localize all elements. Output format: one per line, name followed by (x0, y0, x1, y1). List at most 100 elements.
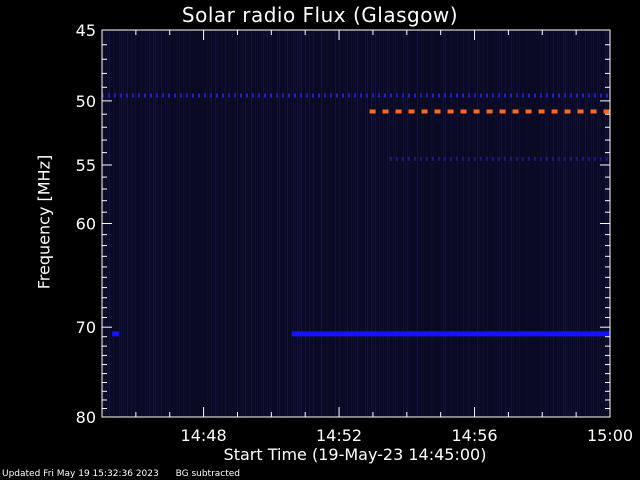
noise-streak (147, 30, 148, 417)
noise-streak (161, 30, 162, 417)
noise-streak (505, 30, 506, 417)
noise-streak (247, 30, 248, 417)
noise-streak (387, 30, 388, 417)
y-tick-label: 70 (76, 318, 96, 337)
noise-streak (483, 30, 484, 417)
noise-streak (355, 30, 356, 417)
noise-streak (357, 30, 358, 417)
noise-streak (265, 30, 266, 417)
noise-streak (279, 30, 280, 417)
noise-streak (263, 30, 264, 417)
noise-streak (579, 30, 580, 417)
noise-streak (297, 30, 298, 417)
noise-streak (149, 30, 150, 417)
noise-streak (215, 30, 216, 417)
noise-streak (569, 30, 570, 417)
x-tick-label: 15:00 (587, 426, 633, 445)
noise-streak (559, 30, 560, 417)
noise-streak (477, 30, 478, 417)
footer: Updated Fri May 19 15:32:36 2023 BG subt… (2, 469, 254, 479)
noise-streak (511, 30, 512, 417)
noise-streak (501, 30, 502, 417)
noise-streak (469, 30, 470, 417)
noise-streak (527, 30, 528, 417)
noise-streak (547, 30, 548, 417)
noise-streak (383, 30, 384, 417)
x-tick-label: 14:56 (451, 426, 497, 445)
noise-streak (235, 30, 236, 417)
noise-streak (167, 30, 168, 417)
noise-streak (445, 30, 446, 417)
noise-streak (145, 30, 146, 417)
noise-streak (121, 30, 122, 417)
noise-streak (463, 30, 464, 417)
noise-streak (273, 30, 274, 417)
noise-streak (309, 30, 310, 417)
updated-timestamp: Updated Fri May 19 15:32:36 2023 (2, 469, 159, 479)
noise-streak (345, 30, 346, 417)
noise-streak (119, 30, 120, 417)
y-tick-label: 45 (76, 21, 96, 40)
noise-streak (479, 30, 480, 417)
noise-streak (499, 30, 500, 417)
noise-streak (237, 30, 238, 417)
noise-streak (295, 30, 296, 417)
noise-streak (285, 30, 286, 417)
noise-streak (127, 30, 128, 417)
noise-streak (289, 30, 290, 417)
noise-streak (125, 30, 126, 417)
noise-streak (321, 30, 322, 417)
noise-streak (261, 30, 262, 417)
noise-streak (293, 30, 294, 417)
noise-streak (209, 30, 210, 417)
noise-streak (217, 30, 218, 417)
noise-streak (495, 30, 496, 417)
noise-streak (565, 30, 566, 417)
noise-streak (517, 30, 518, 417)
noise-streak (561, 30, 562, 417)
noise-streak (207, 30, 208, 417)
noise-streak (513, 30, 514, 417)
noise-streak (409, 30, 410, 417)
noise-streak (185, 30, 186, 417)
noise-streak (141, 30, 142, 417)
noise-streak (113, 30, 114, 417)
noise-streak (557, 30, 558, 417)
y-tick-label: 50 (76, 92, 96, 111)
noise-streak (365, 30, 366, 417)
noise-streak (371, 30, 372, 417)
noise-streak (169, 30, 170, 417)
x-tick-label: 14:48 (181, 426, 227, 445)
noise-streak (587, 30, 588, 417)
noise-streak (485, 30, 486, 417)
noise-streak (389, 30, 390, 417)
noise-streak (277, 30, 278, 417)
noise-streak (359, 30, 360, 417)
y-axis-label: Frequency [MHz] (34, 154, 54, 290)
noise-streak (405, 30, 406, 417)
noise-streak (335, 30, 336, 417)
noise-streak (313, 30, 314, 417)
noise-streak (373, 30, 374, 417)
noise-streak (541, 30, 542, 417)
chart-title: Solar radio Flux (Glasgow) (181, 3, 459, 27)
noise-streak (385, 30, 386, 417)
noise-streak (423, 30, 424, 417)
noise-streak (375, 30, 376, 417)
noise-streak (553, 30, 554, 417)
noise-streak (443, 30, 444, 417)
noise-streak (431, 30, 432, 417)
noise-streak (379, 30, 380, 417)
noise-streak (433, 30, 434, 417)
noise-streak (545, 30, 546, 417)
noise-streak (249, 30, 250, 417)
noise-streak (229, 30, 230, 417)
noise-streak (305, 30, 306, 417)
noise-streak (291, 30, 292, 417)
noise-streak (339, 30, 340, 417)
noise-streak (165, 30, 166, 417)
noise-streak (155, 30, 156, 417)
noise-streak (457, 30, 458, 417)
noise-streak (153, 30, 154, 417)
